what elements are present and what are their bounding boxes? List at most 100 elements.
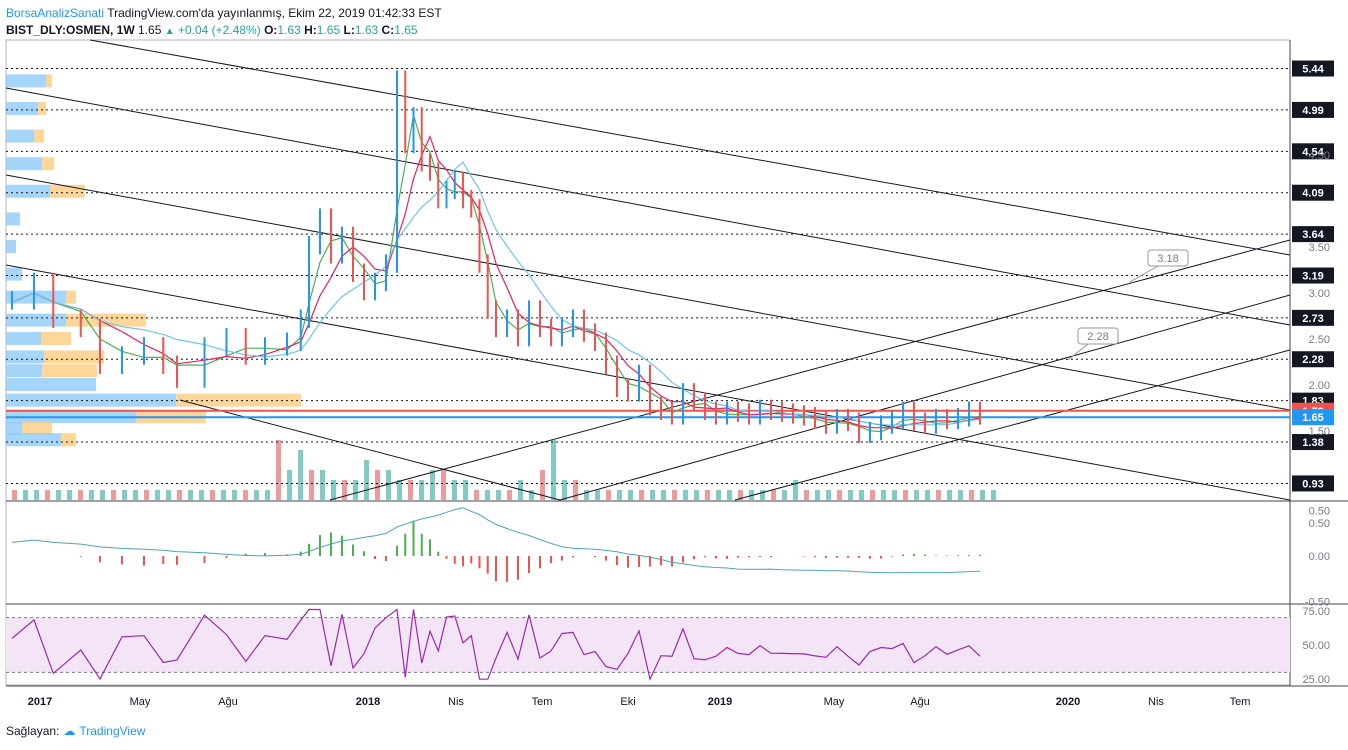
level-label: 2.73: [1302, 313, 1323, 325]
rsi-y-tick-label: 50.00: [1302, 640, 1330, 652]
volume-bar: [353, 480, 358, 500]
volume-bar: [980, 490, 985, 500]
volume-bar: [67, 490, 72, 500]
level-tag: [1292, 226, 1334, 243]
volume-bar: [221, 490, 226, 500]
x-tick-label: 2020: [1056, 696, 1080, 708]
macd-histogram-bar: [946, 555, 948, 556]
volume-bar: [298, 450, 303, 500]
volume-bar: [375, 470, 380, 500]
level-tag: [1292, 475, 1334, 492]
volume-bar: [45, 490, 50, 500]
callout-label: 2.28: [1087, 331, 1108, 343]
symbol-label: BIST_DLY:OSMEN, 1W: [6, 23, 135, 37]
volume-bar: [243, 490, 248, 500]
macd-y-tick-label: 0.50: [1309, 506, 1330, 518]
macd-signal-line: [11, 507, 981, 574]
volume-bar: [419, 480, 424, 500]
macd-histogram-bar: [453, 556, 456, 564]
brand-name[interactable]: BorsaAnalizSanati: [6, 6, 105, 20]
rsi-y-tick-label: 25.00: [1302, 674, 1330, 686]
volume-bar: [628, 490, 633, 500]
profile-bar-up: [6, 74, 46, 88]
volume-bar: [683, 490, 688, 500]
publish-line: BorsaAnalizSanati TradingView.com'da yay…: [6, 6, 442, 20]
level-label: 4.09: [1302, 188, 1323, 200]
macd-histogram-bar: [572, 556, 574, 558]
macd-histogram-bar: [836, 556, 838, 558]
volume-bar: [474, 490, 479, 500]
last-price: 1.65: [138, 23, 162, 37]
x-tick-label: 2017: [28, 696, 52, 708]
level-label: 3.64: [1302, 229, 1324, 241]
volume-bar: [254, 490, 259, 500]
tradingview-logo-text[interactable]: TradingView: [79, 724, 146, 738]
macd-histogram-bar: [143, 556, 145, 566]
macd-histogram-bar: [429, 539, 431, 556]
macd-histogram-bar: [539, 556, 541, 569]
rsi-pane: [6, 608, 1290, 682]
profile-bar-up: [6, 433, 61, 447]
macd-histogram-bar: [880, 556, 882, 559]
profile-bar-down: [41, 332, 71, 345]
volume-bar: [782, 490, 787, 500]
volume-bar: [760, 490, 765, 500]
volume-bars: [12, 440, 996, 500]
volume-bar: [672, 490, 677, 500]
macd-histogram-bar: [374, 556, 376, 560]
profile-bar-up: [6, 184, 50, 198]
macd-histogram-bar: [858, 556, 860, 558]
profile-bar-down: [22, 422, 52, 436]
open-label: O:: [264, 23, 278, 37]
trend-line: [5, 174, 1291, 411]
y-tick-label: 2.00: [1309, 380, 1330, 392]
x-tick-label: May: [824, 696, 845, 708]
profile-bar-down: [46, 74, 52, 88]
profile-bar-up: [6, 212, 20, 226]
macd-histogram-bar: [979, 554, 981, 556]
trend-line: [734, 349, 1291, 501]
volume-bar: [12, 490, 17, 500]
volume-bar: [716, 490, 721, 500]
high-value: 1.65: [316, 23, 341, 37]
level-tag: [1292, 434, 1334, 451]
volume-bar: [639, 490, 644, 500]
macd-histogram-bar: [99, 556, 101, 563]
rsi-y-tick-label: 75.00: [1302, 606, 1330, 618]
volume-bar: [287, 470, 292, 500]
volume-bar: [199, 490, 204, 500]
trend-line: [329, 239, 1291, 501]
macd-histogram-bar: [341, 535, 343, 556]
level-label: 0.93: [1302, 478, 1323, 490]
macd-histogram-bar: [891, 556, 893, 557]
macd-histogram-bar: [176, 556, 178, 565]
macd-histogram-bar: [671, 556, 673, 567]
macd-histogram-bar: [649, 556, 651, 567]
volume-bar: [496, 490, 501, 500]
macd-histogram-bar: [770, 556, 772, 558]
trend-line: [5, 87, 1291, 326]
profile-bar-down: [66, 313, 146, 327]
x-tick-label: 2019: [708, 696, 732, 708]
provider-label: Sağlayan:: [6, 724, 60, 738]
volume-bar: [892, 490, 897, 500]
level-tag: [1292, 101, 1334, 118]
profile-bar-up: [6, 157, 42, 171]
macd-histogram-bar: [319, 535, 321, 556]
volume-bar: [727, 490, 732, 500]
moving-average-line: [11, 134, 981, 429]
macd-histogram-bar: [121, 556, 123, 565]
profile-bar-down: [42, 157, 54, 171]
up-triangle-icon: ▲: [164, 26, 175, 37]
profile-bar-up: [6, 350, 44, 364]
macd-histogram-bar: [495, 556, 497, 582]
macd-histogram-bar: [264, 552, 266, 556]
volume-bar: [232, 490, 237, 500]
callout-box: [1147, 249, 1189, 267]
macd-histogram-bar: [847, 556, 849, 558]
volume-bar: [430, 470, 435, 500]
x-tick-label: Tem: [532, 696, 553, 708]
volume-bar: [562, 480, 567, 500]
level-label: 2.28: [1302, 354, 1323, 366]
